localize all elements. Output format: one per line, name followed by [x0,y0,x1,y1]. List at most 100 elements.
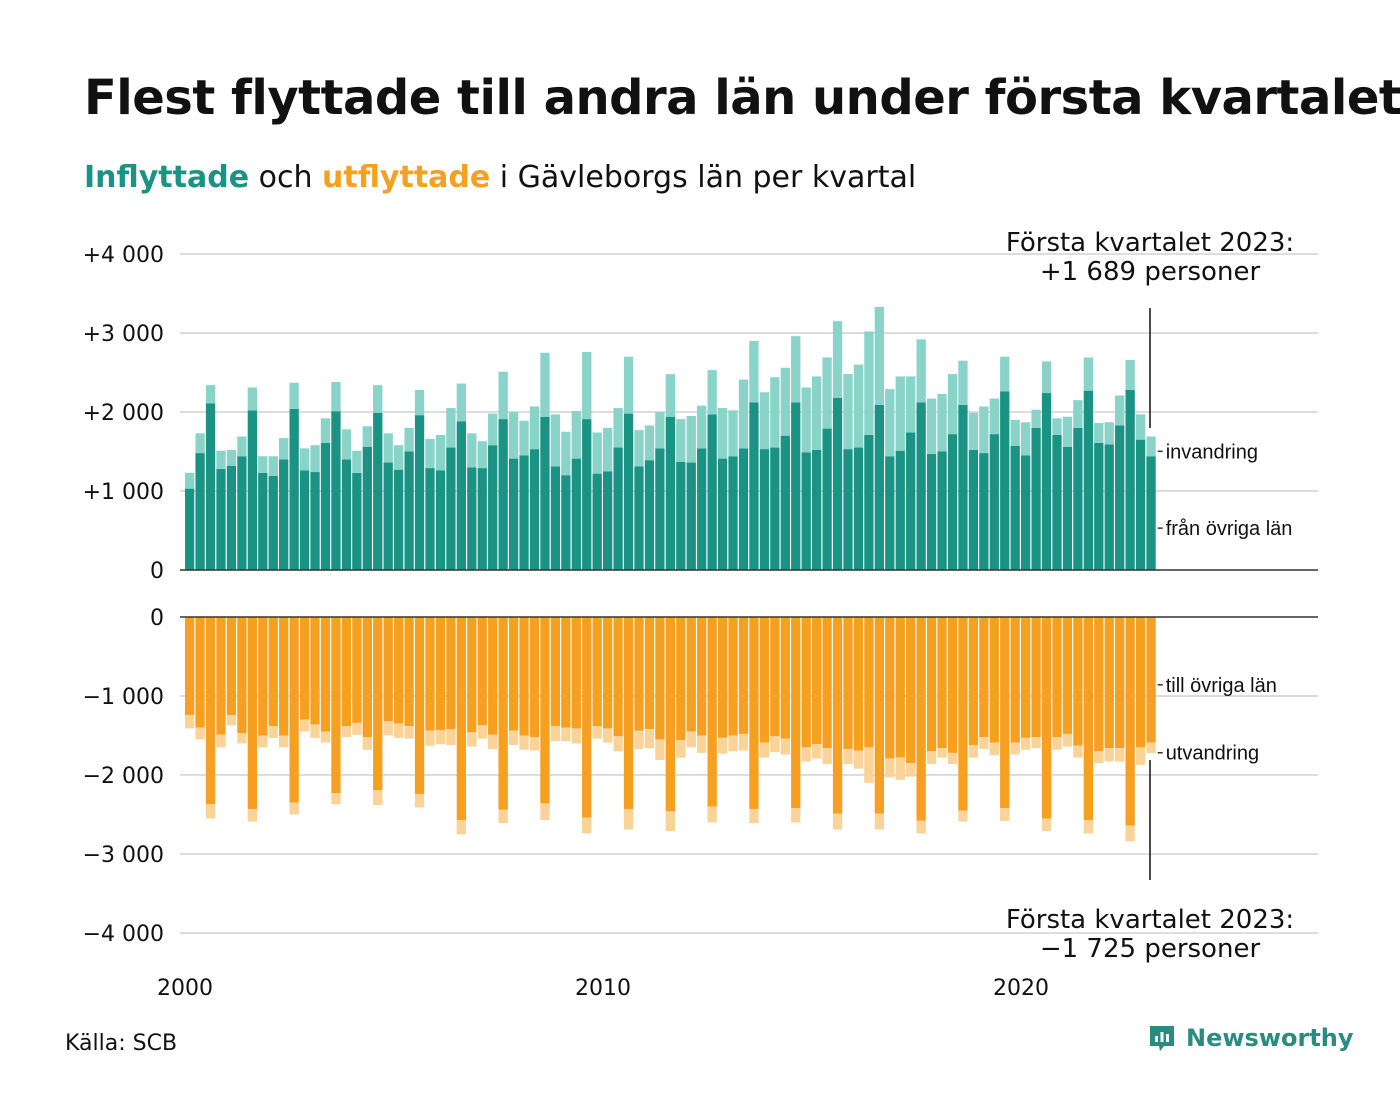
bar-in-immigration [446,408,456,448]
bar-out-emigration [947,752,958,764]
bar-in-immigration [1104,422,1114,445]
bar-out-domestic [906,617,916,764]
bar-in-domestic [1052,434,1062,570]
bar-in-domestic [864,434,874,570]
bar-in-immigration [320,418,331,443]
bar-in-domestic [404,451,414,570]
bar-in-immigration [686,415,696,463]
y-tick-label-top: 0 [150,559,164,584]
bar-out-domestic [1062,617,1073,734]
bar-out-domestic [801,617,811,748]
bar-out-emigration [279,735,289,748]
bar-out-emigration [268,726,278,738]
bar-in-domestic [812,449,822,570]
bar-out-domestic [467,617,477,733]
bar-out-domestic [644,617,655,730]
chart-title: Flest flyttade till andra län under förs… [84,70,1400,126]
bar-out-emigration [185,714,195,729]
bar-out-domestic [926,617,937,752]
bar-out-emigration [299,719,310,732]
bar-in-domestic [446,447,456,570]
bar-in-domestic [958,404,968,570]
bar-out-domestic [1052,617,1062,738]
bar-in-immigration [916,339,926,403]
bar-in-immigration [488,413,498,446]
bar-in-immigration [968,412,979,450]
bar-out-emigration [1031,737,1041,749]
bar-out-emigration [582,817,592,834]
bar-in-immigration [832,321,843,398]
bar-out-domestic [770,617,780,737]
bar-out-domestic [1073,617,1083,746]
bar-out-emigration [1104,748,1114,762]
bar-out-emigration [979,737,989,749]
bar-out-emigration [571,728,581,744]
series-label-till-ovriga-lan: till övriga län [1166,675,1277,697]
bar-out-domestic [1094,617,1104,752]
bar-in-domestic [843,449,853,570]
bar-in-domestic [352,472,362,570]
bar-out-emigration [540,803,550,821]
bar-in-immigration [582,351,592,420]
bar-out-emigration [895,757,905,780]
bar-out-domestic [488,617,498,735]
bar-out-domestic [289,617,299,803]
bar-in-domestic [926,453,937,570]
bar-in-domestic [613,447,623,570]
bar-out-domestic [216,617,226,735]
bar-out-domestic [1104,617,1114,749]
bar-in-domestic [331,411,341,570]
bar-out-emigration [968,744,979,758]
bar-in-domestic [686,462,696,570]
bar-out-emigration [237,733,247,744]
x-tick-label: 2000 [157,976,213,1001]
bar-out-emigration [488,734,498,749]
bar-in-immigration [404,427,414,452]
bar-out-domestic [352,617,362,723]
bar-in-domestic [289,408,299,570]
bar-out-emigration [320,731,331,743]
bar-out-domestic [958,617,968,811]
bar-out-domestic [299,617,310,720]
bar-in-domestic [644,460,655,570]
bar-in-immigration [268,456,278,476]
y-tick-label-bottom: 0 [150,606,164,631]
bar-in-immigration [665,374,675,417]
bar-in-immigration [383,433,393,463]
bar-out-emigration [906,763,916,777]
bar-out-domestic [864,617,874,748]
bar-in-immigration [958,360,968,405]
bar-out-emigration [717,737,728,754]
bar-in-domestic [571,458,581,570]
bar-in-immigration [655,412,665,449]
bar-out-emigration [623,808,634,830]
bar-out-emigration [874,813,884,830]
bar-out-domestic [655,617,665,740]
bar-in-domestic [310,472,320,570]
bar-out-domestic [822,617,832,749]
bar-out-domestic [759,617,770,743]
bar-in-immigration [519,420,529,456]
bar-in-immigration [362,426,372,447]
bar-in-immigration [864,331,874,435]
bar-out-domestic [853,617,864,751]
bar-in-immigration [1083,357,1093,391]
bar-in-immigration [822,357,832,429]
bar-in-domestic [205,403,216,570]
bar-out-emigration [1000,808,1010,821]
bar-out-emigration [759,742,770,758]
bar-in-domestic [1062,446,1073,570]
bar-in-immigration [299,448,310,471]
bar-out-emigration [822,748,832,764]
bar-in-domestic [770,447,780,570]
bar-out-emigration [258,735,268,748]
bar-out-emigration [853,750,864,769]
y-tick-label-top: +3 000 [83,322,164,347]
bar-out-domestic [446,617,456,730]
bar-out-domestic [508,617,519,731]
bar-out-emigration [498,809,508,824]
bar-out-emigration [341,726,352,738]
bar-out-emigration [728,735,738,752]
bar-in-domestic [906,432,916,570]
bar-in-immigration [195,433,205,454]
